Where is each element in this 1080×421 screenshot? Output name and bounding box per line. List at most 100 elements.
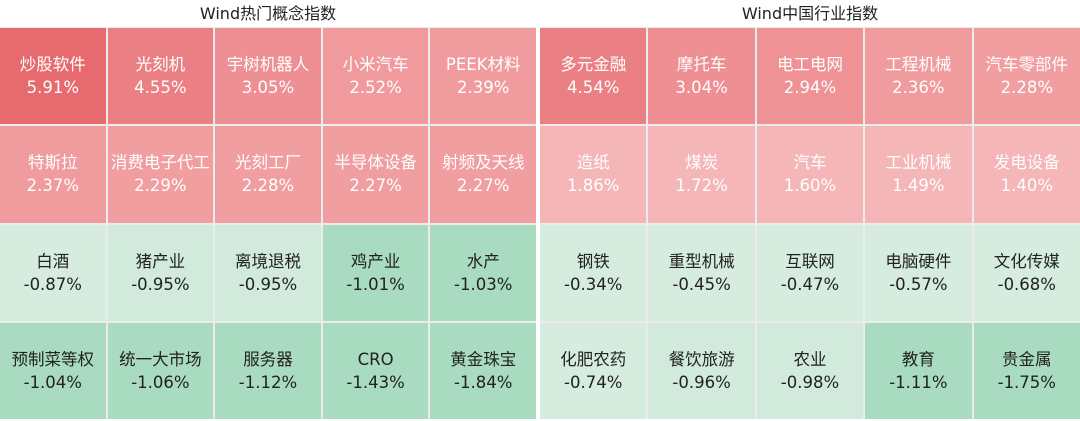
heatmap-cell[interactable]: 特斯拉 2.37% — [0, 126, 106, 223]
cell-name: 统一大市场 — [119, 349, 202, 369]
heatmap-cell[interactable]: 农业 -0.98% — [756, 322, 864, 419]
cell-name: 预制菜等权 — [11, 349, 95, 369]
cell-value: -0.57% — [889, 274, 948, 294]
cell-name: 文化传媒 — [993, 251, 1060, 271]
cell-name: 农业 — [793, 349, 827, 369]
heatmap-cell[interactable]: 鸡产业 -1.01% — [322, 224, 429, 321]
concept-index-grid: 炒股软件 5.91% 光刻机 4.55% 宇树机器人 3.05% 小米汽车 2.52% PEEK… — [0, 28, 536, 419]
heatmap-cell[interactable]: 教育 -1.11% — [865, 322, 972, 419]
cell-name: 汽车 — [793, 153, 827, 173]
heatmap-cell[interactable]: PEEK材料 2.39% — [430, 28, 536, 125]
heatmap-cell[interactable]: 电工电网 2.94% — [756, 28, 864, 125]
heatmap-cell[interactable]: 钢铁 -0.34% — [540, 224, 647, 321]
heatmap-cell[interactable]: 餐饮旅游 -0.96% — [648, 322, 755, 419]
heatmap-cell[interactable]: 统一大市场 -1.06% — [107, 322, 214, 419]
cell-name: 猪产业 — [135, 251, 186, 271]
cell-name: 贵金属 — [1002, 349, 1052, 369]
industry-index-title: Wind中国行业指数 — [540, 0, 1080, 27]
cell-value: 2.37% — [26, 176, 79, 196]
cell-value: -1.06% — [131, 372, 190, 392]
cell-name: 离境退税 — [234, 251, 301, 271]
cell-value: 2.28% — [241, 176, 295, 196]
heatmap-cell[interactable]: 小米汽车 2.52% — [322, 28, 429, 125]
heatmap-cell[interactable]: 化肥农药 -0.74% — [540, 322, 647, 419]
cell-value: -1.11% — [889, 372, 948, 392]
heatmap-cell[interactable]: 离境退税 -0.95% — [215, 224, 321, 321]
cell-name: 教育 — [901, 349, 935, 369]
heatmap-cell[interactable]: 光刻机 4.55% — [107, 28, 214, 125]
heatmap-cell[interactable]: 互联网 -0.47% — [756, 224, 864, 321]
cell-value: -0.47% — [780, 274, 840, 294]
cell-name: 特斯拉 — [28, 153, 78, 173]
heatmap-cell[interactable]: 贵金属 -1.75% — [973, 322, 1080, 419]
heatmap-cell[interactable]: 炒股软件 5.91% — [0, 28, 106, 125]
industry-index-grid: 多元金融 4.54% 摩托车 3.04% 电工电网 2.94% 工程机械 2.36% 汽车零部件… — [540, 28, 1080, 419]
heatmap-cell[interactable]: 服务器 -1.12% — [215, 322, 321, 419]
cell-value: 3.04% — [675, 78, 728, 98]
cell-name: 电脑硬件 — [885, 251, 952, 271]
heatmap-cell[interactable]: 宇树机器人 3.05% — [215, 28, 321, 125]
heatmap-cell[interactable]: 汽车 1.60% — [756, 126, 864, 223]
heatmap-cell[interactable]: 光刻工厂 2.28% — [215, 126, 321, 223]
heatmap-cell[interactable]: CRO -1.43% — [322, 322, 429, 419]
cell-name: 黄金珠宝 — [450, 349, 517, 369]
heatmap-cell[interactable]: 造纸 1.86% — [540, 126, 647, 223]
cell-value: -1.75% — [997, 372, 1056, 392]
cell-name: 多元金融 — [560, 55, 627, 75]
cell-name: 电工电网 — [776, 55, 843, 75]
industry-index-panel: Wind中国行业指数 多元金融 4.54% 摩托车 3.04% 电工电网 2.94% 工程机… — [540, 0, 1080, 419]
concept-index-title: Wind热门概念指数 — [0, 0, 536, 27]
concept-index-panel: Wind热门概念指数 炒股软件 5.91% 光刻机 4.55% 宇树机器人 3.05% 小米… — [0, 0, 536, 419]
heatmap-cell[interactable]: 电脑硬件 -0.57% — [865, 224, 972, 321]
cell-value: -1.03% — [454, 274, 513, 294]
heatmap-cell[interactable]: 发电设备 1.40% — [973, 126, 1080, 223]
heatmap-cell[interactable]: 重型机械 -0.45% — [648, 224, 755, 321]
cell-value: 4.55% — [134, 78, 187, 98]
heatmap-cell[interactable]: 汽车零部件 2.28% — [973, 28, 1080, 125]
cell-value: 2.52% — [349, 78, 402, 98]
cell-value: -0.96% — [672, 372, 731, 392]
cell-value: -1.01% — [346, 274, 405, 294]
heatmap-cell[interactable]: 工业机械 1.49% — [865, 126, 972, 223]
cell-value: -0.95% — [131, 274, 190, 294]
cell-value: 1.49% — [892, 176, 945, 196]
cell-value: 2.27% — [456, 176, 510, 196]
cell-value: -1.84% — [454, 372, 513, 392]
heatmap-cell[interactable]: 工程机械 2.36% — [865, 28, 972, 125]
cell-value: 2.29% — [134, 176, 187, 196]
cell-value: 3.05% — [241, 78, 295, 98]
heatmap-cell[interactable]: 猪产业 -0.95% — [107, 224, 214, 321]
cell-name: 化肥农药 — [560, 349, 627, 369]
cell-value: -1.04% — [23, 372, 82, 392]
cell-name: PEEK材料 — [445, 55, 521, 75]
cell-name: 工业机械 — [885, 153, 952, 173]
heatmap-cell[interactable]: 水产 -1.03% — [430, 224, 536, 321]
heatmap-cell[interactable]: 摩托车 3.04% — [648, 28, 755, 125]
heatmap-cell[interactable]: 文化传媒 -0.68% — [973, 224, 1080, 321]
heatmap-cell[interactable]: 射频及天线 2.27% — [430, 126, 536, 223]
cell-name: 煤炭 — [685, 153, 719, 173]
cell-name: 射频及天线 — [441, 153, 525, 173]
cell-name: 餐饮旅游 — [668, 349, 735, 369]
cell-name: 互联网 — [785, 251, 835, 271]
cell-value: -0.34% — [564, 274, 623, 294]
cell-name: 炒股软件 — [19, 55, 86, 75]
cell-name: 光刻工厂 — [234, 153, 301, 173]
cell-name: 发电设备 — [993, 153, 1060, 173]
heatmap-cell[interactable]: 半导体设备 2.27% — [322, 126, 429, 223]
cell-name: 钢铁 — [576, 251, 610, 271]
heatmap-cell[interactable]: 多元金融 4.54% — [540, 28, 647, 125]
cell-value: 2.36% — [892, 78, 945, 98]
heatmap-cell[interactable]: 预制菜等权 -1.04% — [0, 322, 106, 419]
heatmap-cell[interactable]: 煤炭 1.72% — [648, 126, 755, 223]
cell-value: 2.28% — [1000, 78, 1053, 98]
cell-value: 1.86% — [566, 176, 620, 196]
cell-value: 2.94% — [783, 78, 837, 98]
heatmap-cell[interactable]: 消费电子代工 2.29% — [107, 126, 214, 223]
cell-name: 光刻机 — [135, 55, 186, 75]
heatmap-cell[interactable]: 黄金珠宝 -1.84% — [430, 322, 536, 419]
cell-name: 白酒 — [36, 251, 70, 271]
cell-name: 水产 — [466, 251, 500, 271]
heatmap-cell[interactable]: 白酒 -0.87% — [0, 224, 106, 321]
